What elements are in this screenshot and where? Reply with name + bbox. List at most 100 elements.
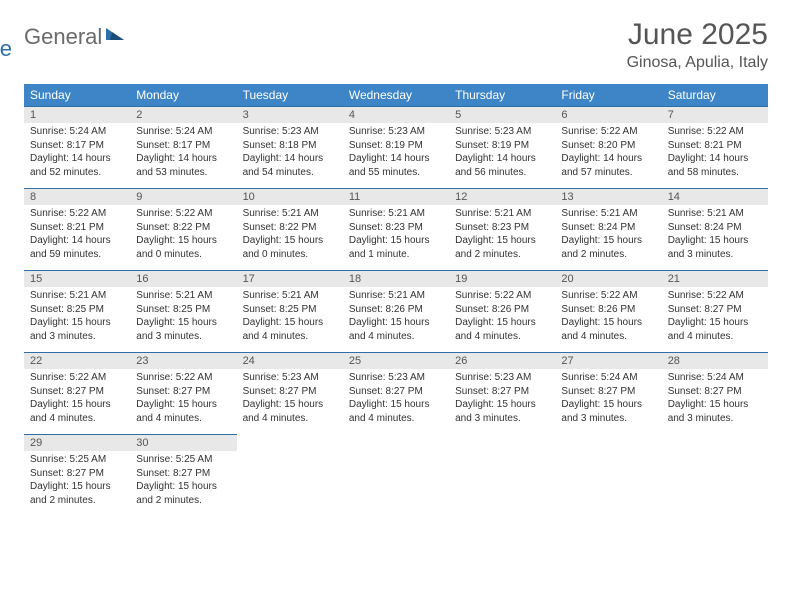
daylight-line: Daylight: 14 hours and 55 minutes. bbox=[349, 152, 443, 179]
daylight-line: Daylight: 14 hours and 52 minutes. bbox=[30, 152, 124, 179]
day-body: Sunrise: 5:22 AMSunset: 8:20 PMDaylight:… bbox=[555, 123, 661, 183]
sunset-line: Sunset: 8:23 PM bbox=[455, 221, 549, 235]
day-number: 1 bbox=[24, 106, 130, 123]
weekday-header-row: Sunday Monday Tuesday Wednesday Thursday… bbox=[24, 84, 768, 106]
sunrise-line: Sunrise: 5:23 AM bbox=[349, 125, 443, 139]
day-number: 22 bbox=[24, 352, 130, 369]
daylight-line: Daylight: 15 hours and 4 minutes. bbox=[243, 316, 337, 343]
daylight-line: Daylight: 14 hours and 59 minutes. bbox=[30, 234, 124, 261]
day-body: Sunrise: 5:22 AMSunset: 8:27 PMDaylight:… bbox=[662, 287, 768, 347]
day-body: Sunrise: 5:21 AMSunset: 8:23 PMDaylight:… bbox=[343, 205, 449, 265]
sunset-line: Sunset: 8:17 PM bbox=[30, 139, 124, 153]
sunrise-line: Sunrise: 5:21 AM bbox=[243, 207, 337, 221]
day-number: 18 bbox=[343, 270, 449, 287]
day-number: 27 bbox=[555, 352, 661, 369]
daylight-line: Daylight: 15 hours and 2 minutes. bbox=[30, 480, 124, 507]
calendar-cell: 23Sunrise: 5:22 AMSunset: 8:27 PMDayligh… bbox=[130, 352, 236, 434]
daylight-line: Daylight: 14 hours and 53 minutes. bbox=[136, 152, 230, 179]
daylight-line: Daylight: 15 hours and 1 minute. bbox=[349, 234, 443, 261]
daylight-line: Daylight: 15 hours and 3 minutes. bbox=[561, 398, 655, 425]
calendar-cell: 25Sunrise: 5:23 AMSunset: 8:27 PMDayligh… bbox=[343, 352, 449, 434]
sunset-line: Sunset: 8:20 PM bbox=[561, 139, 655, 153]
sunrise-line: Sunrise: 5:22 AM bbox=[561, 125, 655, 139]
day-body: Sunrise: 5:23 AMSunset: 8:27 PMDaylight:… bbox=[343, 369, 449, 429]
day-number: 21 bbox=[662, 270, 768, 287]
sunrise-line: Sunrise: 5:22 AM bbox=[136, 371, 230, 385]
day-number: 11 bbox=[343, 188, 449, 205]
logo-word-1: General bbox=[24, 24, 102, 50]
day-number: 16 bbox=[130, 270, 236, 287]
day-number: 8 bbox=[24, 188, 130, 205]
calendar-cell: 28Sunrise: 5:24 AMSunset: 8:27 PMDayligh… bbox=[662, 352, 768, 434]
day-body: Sunrise: 5:25 AMSunset: 8:27 PMDaylight:… bbox=[24, 451, 130, 511]
daylight-line: Daylight: 15 hours and 4 minutes. bbox=[668, 316, 762, 343]
day-body: Sunrise: 5:21 AMSunset: 8:25 PMDaylight:… bbox=[237, 287, 343, 347]
sunset-line: Sunset: 8:26 PM bbox=[561, 303, 655, 317]
calendar-cell bbox=[662, 434, 768, 516]
day-body: Sunrise: 5:21 AMSunset: 8:22 PMDaylight:… bbox=[237, 205, 343, 265]
day-body: Sunrise: 5:22 AMSunset: 8:21 PMDaylight:… bbox=[24, 205, 130, 265]
day-number: 15 bbox=[24, 270, 130, 287]
calendar-cell: 24Sunrise: 5:23 AMSunset: 8:27 PMDayligh… bbox=[237, 352, 343, 434]
sunrise-line: Sunrise: 5:23 AM bbox=[455, 371, 549, 385]
calendar-row: 8Sunrise: 5:22 AMSunset: 8:21 PMDaylight… bbox=[24, 188, 768, 270]
header-wednesday: Wednesday bbox=[343, 84, 449, 106]
calendar-cell: 16Sunrise: 5:21 AMSunset: 8:25 PMDayligh… bbox=[130, 270, 236, 352]
sunset-line: Sunset: 8:24 PM bbox=[561, 221, 655, 235]
calendar-cell bbox=[449, 434, 555, 516]
sunset-line: Sunset: 8:22 PM bbox=[136, 221, 230, 235]
sunset-line: Sunset: 8:27 PM bbox=[243, 385, 337, 399]
sunset-line: Sunset: 8:26 PM bbox=[455, 303, 549, 317]
sunrise-line: Sunrise: 5:24 AM bbox=[30, 125, 124, 139]
calendar-cell: 26Sunrise: 5:23 AMSunset: 8:27 PMDayligh… bbox=[449, 352, 555, 434]
day-number: 4 bbox=[343, 106, 449, 123]
sunset-line: Sunset: 8:24 PM bbox=[668, 221, 762, 235]
month-title: June 2025 bbox=[627, 18, 768, 52]
sunrise-line: Sunrise: 5:25 AM bbox=[136, 453, 230, 467]
sunrise-line: Sunrise: 5:21 AM bbox=[243, 289, 337, 303]
day-body: Sunrise: 5:21 AMSunset: 8:25 PMDaylight:… bbox=[130, 287, 236, 347]
sunset-line: Sunset: 8:18 PM bbox=[243, 139, 337, 153]
sunrise-line: Sunrise: 5:24 AM bbox=[136, 125, 230, 139]
calendar-cell: 11Sunrise: 5:21 AMSunset: 8:23 PMDayligh… bbox=[343, 188, 449, 270]
daylight-line: Daylight: 15 hours and 4 minutes. bbox=[243, 398, 337, 425]
calendar-cell: 15Sunrise: 5:21 AMSunset: 8:25 PMDayligh… bbox=[24, 270, 130, 352]
daylight-line: Daylight: 14 hours and 58 minutes. bbox=[668, 152, 762, 179]
calendar-cell: 9Sunrise: 5:22 AMSunset: 8:22 PMDaylight… bbox=[130, 188, 236, 270]
sunset-line: Sunset: 8:21 PM bbox=[668, 139, 762, 153]
day-body: Sunrise: 5:23 AMSunset: 8:19 PMDaylight:… bbox=[343, 123, 449, 183]
sunrise-line: Sunrise: 5:22 AM bbox=[30, 371, 124, 385]
daylight-line: Daylight: 15 hours and 4 minutes. bbox=[30, 398, 124, 425]
sunset-line: Sunset: 8:25 PM bbox=[30, 303, 124, 317]
calendar-cell: 5Sunrise: 5:23 AMSunset: 8:19 PMDaylight… bbox=[449, 106, 555, 188]
logo: General Blue bbox=[24, 24, 126, 50]
day-body: Sunrise: 5:22 AMSunset: 8:27 PMDaylight:… bbox=[130, 369, 236, 429]
sunrise-line: Sunrise: 5:23 AM bbox=[349, 371, 443, 385]
header-friday: Friday bbox=[555, 84, 661, 106]
page-header: General Blue June 2025 Ginosa, Apulia, I… bbox=[24, 18, 768, 72]
calendar-table: Sunday Monday Tuesday Wednesday Thursday… bbox=[24, 84, 768, 516]
day-body: Sunrise: 5:21 AMSunset: 8:26 PMDaylight:… bbox=[343, 287, 449, 347]
day-number: 17 bbox=[237, 270, 343, 287]
calendar-cell: 4Sunrise: 5:23 AMSunset: 8:19 PMDaylight… bbox=[343, 106, 449, 188]
header-monday: Monday bbox=[130, 84, 236, 106]
sunrise-line: Sunrise: 5:21 AM bbox=[455, 207, 549, 221]
sunrise-line: Sunrise: 5:22 AM bbox=[136, 207, 230, 221]
calendar-cell: 6Sunrise: 5:22 AMSunset: 8:20 PMDaylight… bbox=[555, 106, 661, 188]
calendar-cell bbox=[555, 434, 661, 516]
calendar-row: 1Sunrise: 5:24 AMSunset: 8:17 PMDaylight… bbox=[24, 106, 768, 188]
calendar-cell: 1 Sunrise: 5:24 AMSunset: 8:17 PMDaylight… bbox=[24, 106, 130, 188]
daylight-line: Daylight: 14 hours and 56 minutes. bbox=[455, 152, 549, 179]
sunrise-line: Sunrise: 5:22 AM bbox=[668, 289, 762, 303]
sunrise-line: Sunrise: 5:21 AM bbox=[136, 289, 230, 303]
day-number: 7 bbox=[662, 106, 768, 123]
sunrise-line: Sunrise: 5:22 AM bbox=[455, 289, 549, 303]
sunset-line: Sunset: 8:27 PM bbox=[136, 467, 230, 481]
daylight-line: Daylight: 15 hours and 3 minutes. bbox=[136, 316, 230, 343]
sunrise-line: Sunrise: 5:24 AM bbox=[668, 371, 762, 385]
sunrise-line: Sunrise: 5:25 AM bbox=[30, 453, 124, 467]
sunrise-line: Sunrise: 5:22 AM bbox=[561, 289, 655, 303]
sunset-line: Sunset: 8:25 PM bbox=[136, 303, 230, 317]
day-number: 5 bbox=[449, 106, 555, 123]
daylight-line: Daylight: 15 hours and 2 minutes. bbox=[136, 480, 230, 507]
